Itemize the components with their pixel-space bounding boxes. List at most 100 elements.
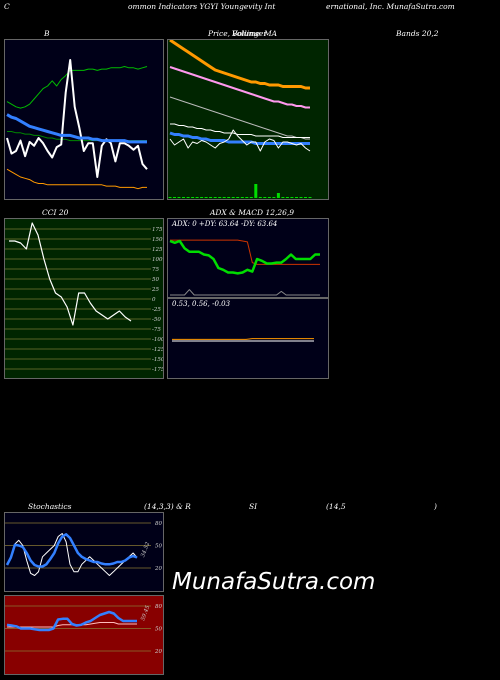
volume-bar [254, 184, 258, 198]
volume-bar [285, 197, 289, 198]
volume-bar [263, 197, 267, 198]
volume-bar [290, 197, 294, 198]
volume-bar [267, 197, 271, 198]
rsi-chart: 80 50 20 59.45 [5, 604, 162, 655]
price-title-d: MA [264, 29, 278, 38]
volume-bar [222, 197, 226, 198]
rsi-panel: 80 50 20 59.45 [4, 595, 164, 675]
volume-bar [195, 197, 199, 198]
adx-line [169, 239, 320, 275]
stochastics-tick-label: 20 [154, 566, 162, 572]
volume-bar [177, 197, 181, 198]
cci-chart: 175 150 125 100 75 50 25 0 -25 -50 -75 -100 -125 -150… [5, 222, 163, 373]
macd-panel: 0.53, 0.56, -0.03 [167, 298, 329, 379]
ma-grey-line [169, 96, 310, 140]
rsi-value-label: 59.45 [140, 604, 151, 621]
cci-tick-label: 25 [151, 287, 159, 293]
price-title-b: Volume [232, 29, 261, 38]
volume-bar [304, 197, 307, 198]
cci-panel: 175 150 125 100 75 50 25 0 -25 -50 -75 -100 -125 -150… [4, 218, 164, 379]
ma-orange-line [169, 40, 310, 90]
volume-bar [213, 197, 217, 198]
volume-bar [299, 197, 303, 198]
macd-signal-line [172, 338, 314, 340]
adx-grey-line [170, 289, 320, 296]
volume-bar [249, 197, 253, 198]
volume-bar [295, 197, 298, 198]
price-line [6, 59, 148, 178]
volume-bar [168, 197, 172, 198]
volume-bar [276, 193, 280, 198]
header-title-cont: ernational, Inc. MunafaSutra.com [326, 2, 455, 11]
rsi-tick-label: 50 [155, 627, 162, 633]
band-line [170, 123, 310, 138]
volume-bar [308, 197, 312, 198]
volume-bar [227, 197, 231, 198]
rsi-tick-label: 80 [155, 604, 162, 610]
price-title-a: Price, [208, 29, 231, 38]
cci-tick-label: -75 [152, 327, 161, 333]
bollinger-title: B [44, 29, 50, 38]
volume-bar [186, 197, 190, 198]
stochastics-line-2 [6, 533, 138, 576]
cci-tick-label: -125 [152, 347, 163, 353]
cci-tick-label: -175 [152, 367, 163, 373]
price-line [169, 129, 311, 152]
stoch-title-c: SI [249, 502, 258, 511]
volume-bar [173, 197, 176, 198]
volume-bar [218, 197, 222, 198]
macd-values: 0.53, 0.56, -0.03 [172, 300, 231, 308]
volume-bar [281, 197, 285, 198]
cci-tick-label: -100 [152, 337, 163, 343]
ma-pink-line [169, 66, 310, 109]
bollinger-mid-line [6, 113, 147, 144]
cci-tick-label: -50 [152, 317, 161, 323]
volume-bar [200, 197, 204, 198]
volume-bar [191, 197, 195, 198]
volume-bar [182, 197, 185, 198]
stoch-title-a: Stochastics [28, 502, 72, 511]
stochastics-line-1 [5, 533, 138, 568]
stoch-title-d: (14,5 [326, 502, 346, 511]
bands-title: Bands 20,2 [396, 29, 439, 38]
cci-tick-label: 125 [152, 247, 163, 253]
stochastics-value-label: 34.52 [140, 541, 151, 558]
cci-tick-label: 175 [152, 227, 163, 233]
adx-values: ADX: 0 +DY: 63.64 -DY: 63.64 [172, 220, 278, 228]
cci-tick-label: -25 [152, 307, 161, 313]
volume-bar [236, 197, 240, 198]
price-chart [168, 40, 312, 198]
volume-bar [209, 197, 213, 198]
watermark: MunafaSutra.com [172, 569, 376, 595]
adx-macd-title: ADX & MACD 12,26,9 [210, 208, 295, 217]
adx-chart [169, 239, 320, 296]
volume-bar [231, 197, 235, 198]
cci-tick-label: 0 [152, 297, 156, 303]
stochastics-tick-label: 80 [155, 521, 162, 527]
cci-tick-label: 75 [152, 267, 159, 273]
ma-blue-line [169, 131, 310, 145]
adx-panel: ADX: 0 +DY: 63.64 -DY: 63.64 [167, 218, 329, 298]
price-panel [167, 39, 329, 200]
stoch-title-e: ) [434, 502, 437, 511]
bollinger-chart [6, 59, 148, 190]
macd-chart [172, 338, 314, 342]
stochastics-panel: 80 50 20 34.52 [4, 512, 164, 592]
volume-bar [272, 197, 276, 198]
stoch-title-b: (14,3,3) & R [144, 502, 191, 511]
bollinger-panel [4, 39, 164, 200]
cci-tick-label: 50 [152, 277, 159, 283]
cci-title: CCI 20 [42, 208, 69, 217]
bollinger-upper-line [6, 66, 148, 109]
cci-tick-label: 100 [152, 257, 163, 263]
stochastics-chart: 80 50 20 34.52 [5, 521, 162, 576]
rsi-line-1 [6, 610, 137, 632]
volume-bar [245, 197, 249, 198]
cci-line [9, 222, 132, 326]
volume-line [6, 168, 147, 190]
volume-bar [240, 197, 244, 198]
header-title: ommon Indicators YGYI Youngevity Int [128, 2, 276, 11]
stochastics-tick-label: 50 [155, 544, 162, 550]
header-left: C [4, 2, 10, 11]
price-title-c: Bollinger [232, 29, 267, 38]
